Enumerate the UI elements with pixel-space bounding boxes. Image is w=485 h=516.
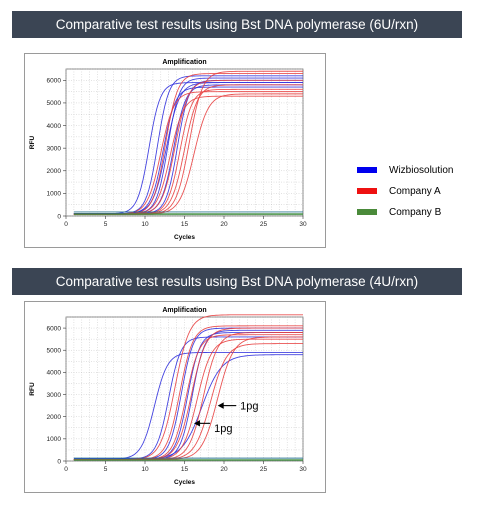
- plot-area: [65, 316, 304, 462]
- y-tick-label: 6000: [47, 78, 62, 85]
- annotation-label: 1pg: [240, 401, 258, 413]
- y-axis-label: RFU: [29, 382, 36, 396]
- top-chart-banner-text: Comparative test results using Bst DNA p…: [55, 17, 419, 32]
- y-axis-label: RFU: [29, 136, 36, 150]
- bottom-chart-frame: Amplification 0 5 10 15 20 25 30 0 1000 2000 3000 40…: [24, 301, 326, 493]
- y-tick-label: 5000: [47, 348, 62, 355]
- y-tick-label: 4000: [47, 123, 62, 130]
- legend-swatch-company-a: [357, 188, 377, 194]
- chart-title: Amplification: [162, 59, 206, 66]
- bottom-chart-banner: Comparative test results using Bst DNA p…: [12, 268, 462, 295]
- y-tick-label: 6000: [47, 325, 62, 332]
- x-tick-label: 15: [181, 221, 189, 228]
- x-tick-label: 5: [104, 221, 108, 228]
- x-tick-label: 25: [260, 466, 268, 473]
- y-tick-label: 4000: [47, 370, 62, 377]
- annotation-arrow-head: [217, 402, 224, 409]
- x-tick-label: 25: [260, 221, 268, 228]
- x-tick-label: 20: [220, 221, 228, 228]
- legend-label-company-b: Company B: [389, 206, 442, 218]
- legend-item-wizbiosolution: Wizbiosolution: [357, 163, 477, 177]
- x-tick-label: 20: [220, 466, 228, 473]
- x-tick-label: 10: [141, 466, 149, 473]
- legend-item-company-b: Company B: [357, 205, 477, 219]
- legend-label-company-a: Company A: [389, 185, 441, 197]
- legend-item-company-a: Company A: [357, 184, 477, 198]
- x-axis-label: Cycles: [174, 234, 195, 241]
- top-amplification-chart: Amplification 0 5 10 15 20 25 30 0 1000 2000 3000 40…: [29, 59, 307, 241]
- y-tick-label: 3000: [47, 392, 62, 399]
- y-tick-label: 0: [57, 213, 61, 220]
- y-tick-label: 2000: [47, 414, 62, 421]
- legend-label-wizbiosolution: Wizbiosolution: [389, 164, 454, 176]
- annotation-label: 1pg: [214, 423, 232, 435]
- legend-swatch-wizbiosolution: [357, 167, 377, 173]
- chart-title: Amplification: [162, 307, 206, 314]
- x-tick-label: 15: [181, 466, 189, 473]
- y-tick-label: 5000: [47, 100, 62, 107]
- top-chart-banner: Comparative test results using Bst DNA p…: [12, 11, 462, 38]
- annotation-arrow-head: [193, 420, 200, 427]
- y-tick-label: 0: [57, 458, 61, 465]
- y-tick-label: 2000: [47, 168, 62, 175]
- x-tick-label: 0: [64, 466, 68, 473]
- y-tick-label: 1000: [47, 191, 62, 198]
- x-tick-label: 30: [299, 466, 307, 473]
- x-tick-label: 5: [104, 466, 108, 473]
- bottom-chart-banner-text: Comparative test results using Bst DNA p…: [55, 274, 419, 289]
- legend-swatch-company-b: [357, 209, 377, 215]
- y-tick-label: 1000: [47, 436, 62, 443]
- y-tick-label: 3000: [47, 145, 62, 152]
- x-tick-label: 10: [141, 221, 149, 228]
- top-chart-frame: Amplification 0 5 10 15 20 25 30 0 1000 2000 3000 40…: [24, 53, 326, 248]
- bottom-amplification-chart: Amplification 0 5 10 15 20 25 30 0 1000 2000 3000 40…: [29, 307, 307, 486]
- x-tick-label: 0: [64, 221, 68, 228]
- x-axis-label: Cycles: [174, 479, 195, 486]
- x-tick-label: 30: [299, 221, 307, 228]
